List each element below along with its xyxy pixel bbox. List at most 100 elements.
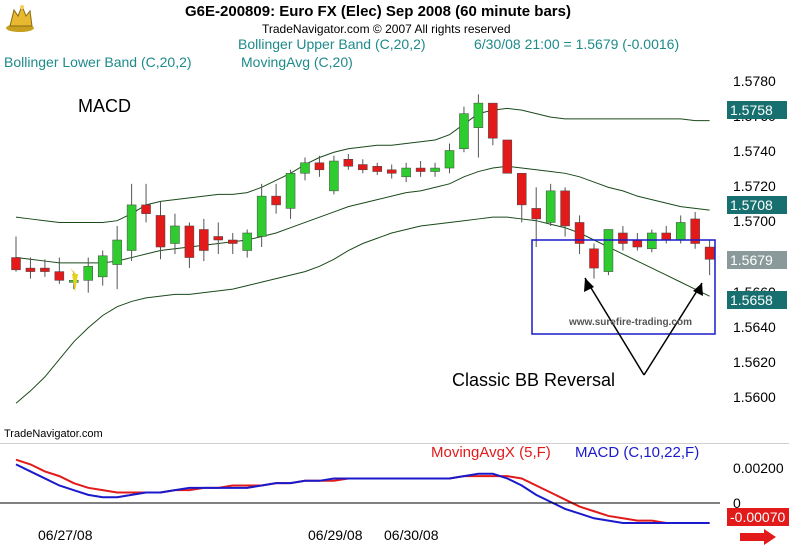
moving-average-label: MovingAvg (C,20) — [241, 54, 353, 70]
upper-band-label: Bollinger Upper Band (C,20,2) — [238, 36, 426, 52]
candle — [444, 143, 455, 174]
candle — [430, 162, 440, 177]
candle — [372, 162, 382, 176]
candle-body-up — [170, 225, 180, 244]
y-tick-label: 1.5640 — [733, 318, 776, 335]
candle — [560, 187, 570, 237]
candle — [40, 259, 50, 277]
candle — [473, 94, 484, 158]
signal-line — [15, 458, 710, 524]
candle-body-down — [11, 257, 21, 271]
candle — [690, 211, 700, 249]
candle — [343, 154, 354, 170]
candle — [314, 155, 325, 177]
candle — [704, 240, 715, 276]
macd-lines — [15, 458, 710, 524]
candle-body-down — [141, 204, 151, 214]
candle — [517, 173, 527, 223]
signal-line-label: MovingAvgX (5,F) — [431, 444, 551, 461]
candle — [54, 257, 65, 284]
candle-body-down — [271, 195, 281, 206]
candle-body-up — [647, 232, 657, 250]
candle — [502, 139, 513, 174]
candle — [126, 183, 137, 262]
candle-body-up — [126, 204, 137, 251]
candle — [401, 162, 411, 183]
arrow-head-left — [584, 278, 594, 292]
candle — [545, 183, 556, 226]
macd-line — [15, 463, 710, 524]
price-readout: 6/30/08 21:00 = 1.5679 (-0.0016) — [474, 36, 680, 52]
candle-body-down — [213, 236, 224, 241]
candle-body-down — [358, 164, 368, 171]
candle-body-down — [618, 232, 628, 244]
lower-band-label: Bollinger Lower Band (C,20,2) — [4, 54, 192, 70]
trade-navigator-logo-icon[interactable] — [2, 2, 42, 34]
candle-body-down — [54, 271, 65, 281]
candle-body-down — [415, 167, 426, 172]
candle — [329, 155, 339, 195]
candle-body-down — [228, 239, 238, 244]
candle — [256, 183, 267, 248]
highlight-box — [531, 239, 716, 335]
candle-body-down — [199, 229, 209, 251]
copyright-text: TradeNavigator.com © 2007 All rights res… — [262, 22, 511, 36]
candle-body-down — [661, 232, 671, 241]
candle — [632, 232, 643, 251]
candle — [213, 222, 224, 255]
y-tick-label: 1.5780 — [733, 73, 776, 90]
upper-band-price-tag: 1.5758 — [727, 101, 787, 119]
candle-body-up — [545, 190, 556, 223]
candle — [242, 229, 252, 258]
candle — [358, 159, 368, 174]
candle-body-down — [517, 173, 527, 206]
candle-body-up — [83, 266, 93, 281]
x-tick-label: 06/27/08 — [38, 527, 93, 543]
middle-band-price-tag: 1.5708 — [727, 196, 787, 214]
lower-band-price-tag: 1.5658 — [727, 291, 787, 309]
arrow-line-left — [584, 277, 645, 376]
candle-body-up — [329, 160, 339, 192]
reversal-annotation: Classic BB Reversal — [452, 370, 616, 390]
yellow-marker-icon — [70, 268, 78, 292]
candle-body-down — [386, 169, 397, 174]
candle-body-down — [25, 267, 36, 272]
candle-body-down — [155, 215, 166, 248]
chart-title: G6E-200809: Euro FX (Elec) Sep 2008 (60 … — [185, 3, 571, 20]
candle — [415, 161, 426, 177]
candle-body-down — [502, 139, 513, 174]
candle-body-down — [704, 246, 715, 260]
macd-line-label: MACD (C,10,22,F) — [575, 444, 700, 461]
candle — [300, 157, 310, 181]
scroll-right-arrow-icon[interactable] — [738, 529, 778, 545]
candle — [285, 169, 296, 219]
y-tick-label: 1.5740 — [733, 143, 776, 160]
y-tick-label: 1.5600 — [733, 388, 776, 405]
macd-axis-zero: 0 — [733, 495, 741, 511]
candle-body-up — [675, 222, 686, 241]
candle — [574, 215, 585, 255]
panel-divider — [0, 443, 789, 444]
candle — [661, 225, 671, 244]
candle-body-down — [314, 162, 325, 171]
candle-body-down — [589, 248, 599, 269]
candle-body-down — [574, 222, 585, 244]
candle-body-up — [473, 102, 484, 128]
candle-body-up — [242, 232, 252, 251]
macd-axis-top: 0.00200 — [733, 460, 784, 476]
candle — [155, 201, 166, 260]
macd-annotation: MACD — [78, 96, 131, 116]
candle — [386, 164, 397, 179]
candle-body-up — [112, 239, 122, 265]
candle — [184, 222, 195, 269]
arrow-head-right — [693, 283, 703, 296]
candle-body-down — [531, 208, 541, 220]
candle — [170, 213, 180, 255]
candle — [603, 229, 614, 276]
candle-body-up — [401, 167, 411, 178]
candle — [271, 183, 281, 214]
candle-body-down — [632, 239, 643, 248]
candle — [228, 232, 238, 255]
y-tick-label: 1.5620 — [733, 353, 776, 370]
